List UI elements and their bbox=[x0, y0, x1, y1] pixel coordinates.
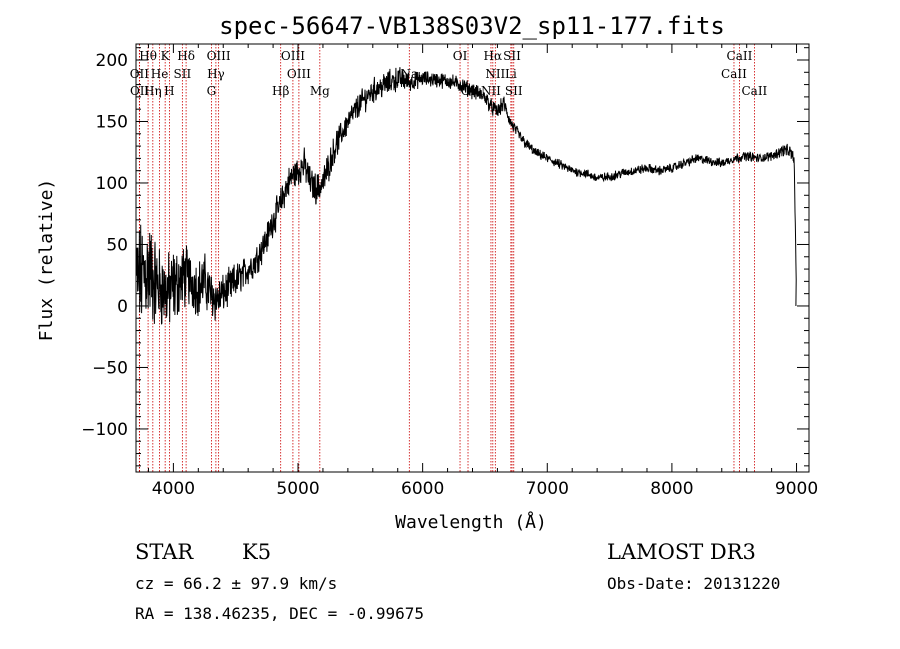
x-tick-label: 8000 bbox=[650, 479, 693, 499]
object-class: STAR bbox=[135, 540, 194, 564]
line-marker-label: OI bbox=[453, 49, 468, 63]
line-marker-label: OIII bbox=[287, 67, 311, 81]
x-axis-label: Wavelength (Å) bbox=[395, 511, 547, 533]
survey-name: LAMOST DR3 bbox=[607, 540, 756, 564]
line-marker-label: NII bbox=[485, 67, 505, 81]
line-marker-label: Li bbox=[505, 67, 517, 81]
y-tick-label: 50 bbox=[106, 235, 128, 255]
y-axis: −100 −50 0 50 100 150 200 bbox=[81, 47, 809, 467]
line-marker-label: SII bbox=[174, 67, 192, 81]
line-marker-label: OII bbox=[130, 84, 150, 98]
line-marker-label: CaII bbox=[721, 67, 747, 81]
y-tick-label: 100 bbox=[96, 174, 128, 194]
y-axis-label: Flux (relative) bbox=[36, 179, 57, 342]
line-marker-label: Mg bbox=[310, 84, 330, 98]
y-tick-label: 150 bbox=[96, 112, 128, 132]
x-tick-label: 5000 bbox=[276, 479, 319, 499]
line-marker-label: NII bbox=[481, 84, 501, 98]
line-marker-label: SII bbox=[505, 84, 523, 98]
x-axis: 4000 5000 6000 7000 8000 9000 bbox=[147, 44, 818, 499]
y-tick-label: 200 bbox=[96, 51, 128, 71]
line-marker-label: Hβ bbox=[272, 84, 289, 98]
line-marker-label: He bbox=[151, 67, 169, 81]
line-marker-label: Hδ bbox=[177, 49, 195, 63]
line-marker-label: G bbox=[207, 84, 217, 98]
spectrum-line bbox=[136, 67, 797, 325]
spectral-subclass: K5 bbox=[242, 540, 271, 564]
line-marker-label: Hγ bbox=[207, 67, 225, 81]
line-marker-label: Hη bbox=[144, 84, 162, 98]
line-marker-label: OII bbox=[130, 67, 150, 81]
y-tick-label: −50 bbox=[92, 358, 128, 378]
y-tick-label: 0 bbox=[117, 297, 128, 317]
obs-date: Obs-Date: 20131220 bbox=[607, 574, 780, 593]
line-marker-label: OIII bbox=[207, 49, 231, 63]
x-tick-label: 6000 bbox=[401, 479, 444, 499]
line-marker-label: Hα bbox=[484, 49, 503, 63]
x-tick-label: 4000 bbox=[152, 479, 195, 499]
chart-title: spec-56647-VB138S03V2_sp11-177.fits bbox=[219, 12, 725, 40]
line-marker-label: H bbox=[164, 84, 174, 98]
line-marker-label: CaII bbox=[727, 49, 753, 63]
velocity-readout: cz = 66.2 ± 97.9 km/s bbox=[135, 574, 337, 593]
info-panel: STAR K5 LAMOST DR3 cz = 66.2 ± 97.9 km/s… bbox=[135, 540, 780, 623]
plot-frame bbox=[135, 43, 810, 473]
x-tick-label: 9000 bbox=[775, 479, 818, 499]
line-marker-label: K bbox=[161, 49, 171, 63]
line-marker-label: Na bbox=[400, 67, 418, 81]
line-marker-label: Hθ bbox=[139, 49, 157, 63]
line-marker-label: SII bbox=[503, 49, 521, 63]
line-marker-label: OIII bbox=[281, 49, 305, 63]
line-markers bbox=[138, 44, 755, 472]
coordinates: RA = 138.46235, DEC = -0.99675 bbox=[135, 604, 424, 623]
y-tick-label: −100 bbox=[81, 420, 128, 440]
line-marker-label: CaII bbox=[741, 84, 767, 98]
x-tick-label: 7000 bbox=[526, 479, 569, 499]
